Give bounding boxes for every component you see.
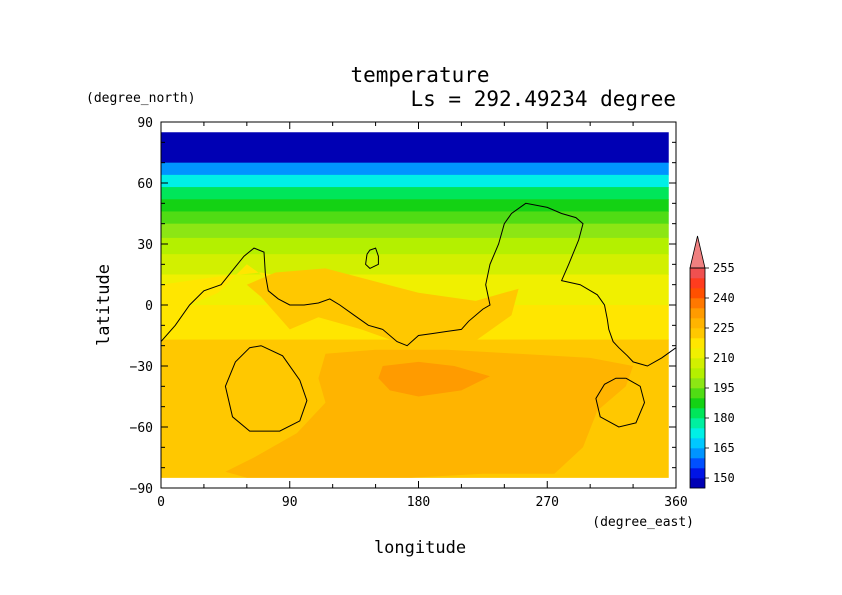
colorbar-segment [690,268,705,279]
contour-line [224,345,308,432]
colorbar-tick-label: 240 [713,291,735,305]
x-axis-label: longitude [374,538,466,558]
x-tick-label: 180 [407,495,430,510]
contour-line [365,247,379,270]
temperature-region [246,268,519,350]
x-tick-label: 270 [536,495,559,510]
contour-line [595,377,646,428]
axis-ticks: 0 90 180 270 360 90 60 30 0 −30 −60 −90 [130,116,688,510]
colorbar-segment [690,308,705,319]
colorbar-tick-label: 165 [713,441,735,455]
colorbar-outline [689,267,706,489]
y-tick-label: 30 [137,238,153,253]
colorbar-segment [690,448,705,459]
colorbar-segment [690,338,705,349]
contour-lines [160,202,677,432]
colorbar-tick-label: 180 [713,411,735,425]
y-tick-label: −30 [130,360,153,375]
x-tick-label: 0 [157,495,165,510]
y-tick-label: −60 [130,421,153,436]
colorbar-segment [690,278,705,289]
colorbar-segment [690,378,705,389]
contour-line [160,202,677,367]
x-axis-unit: (degree_east) [592,515,694,530]
latitude-band [161,237,669,255]
latitude-band [161,132,669,164]
colorbar-segment [690,358,705,369]
colorbar-tick-label: 225 [713,321,735,335]
latitude-band [161,211,669,225]
colorbar-segment [690,288,705,299]
colorbar-segment [690,468,705,479]
colorbar-segment [690,348,705,359]
colorbar: 150 165 180 195 210 225 240 255 [689,235,735,489]
colorbar-segment [690,418,705,429]
chart-subtitle: Ls = 292.49234 degree [410,87,676,111]
x-tick-label: 360 [664,495,687,510]
latitude-band [161,162,669,176]
colorbar-tick-label: 150 [713,471,735,485]
temperature-field [161,132,669,478]
latitude-band [161,174,669,188]
x-tick-label: 90 [282,495,298,510]
latitude-band [161,254,669,275]
latitude-band [161,187,669,200]
latitude-band [161,223,669,239]
colorbar-segment [690,458,705,469]
y-tick-label: 0 [145,299,153,314]
chart-title: temperature [350,63,489,87]
colorbar-segment [690,388,705,399]
colorbar-segment [690,398,705,409]
colorbar-segment [690,328,705,339]
y-tick-label: 90 [137,116,153,131]
colorbar-segment [690,428,705,439]
y-axis-unit: (degree_north) [86,91,196,106]
colorbar-segment [690,438,705,449]
colorbar-tick-label: 195 [713,381,735,395]
colorbar-segment [690,318,705,329]
y-axis-label: latitude [94,264,114,346]
temperature-region [225,349,634,478]
temperature-region [378,361,490,397]
y-tick-label: 60 [137,177,153,192]
colorbar-segment [690,298,705,309]
y-tick-label: −90 [130,482,153,497]
colorbar-segment [690,368,705,379]
latitude-band [161,199,669,212]
colorbar-segment [690,478,705,489]
colorbar-tick-label: 255 [713,261,735,275]
colorbar-segment [690,408,705,419]
colorbar-tick-label: 210 [713,351,735,365]
colorbar-extend-arrow [689,235,706,269]
